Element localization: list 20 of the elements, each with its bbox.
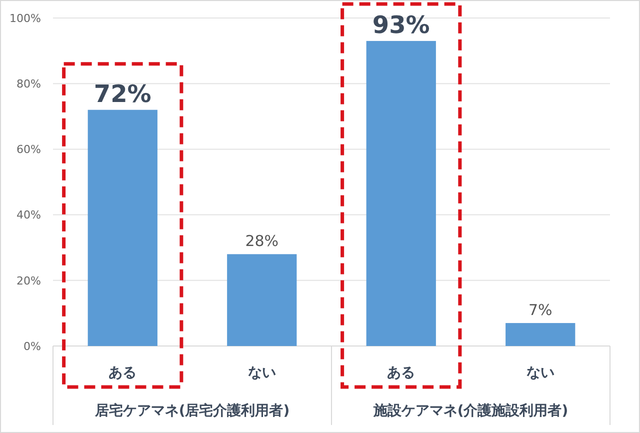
x-tick-label: ある — [387, 364, 416, 381]
text: 施設ケアマネ(介護施設利用者) — [372, 402, 568, 419]
y-tick-label: 80% — [16, 77, 41, 90]
data-label: 28% — [245, 232, 279, 250]
data-label: 72% — [94, 80, 152, 108]
bar — [88, 110, 158, 346]
x-tick-label: ない — [248, 364, 276, 381]
data-label: 93% — [372, 10, 430, 39]
x-tick-label: ある — [108, 364, 137, 381]
y-tick-label: 60% — [16, 143, 41, 156]
bar — [506, 323, 576, 346]
bar — [366, 40, 436, 346]
text: 居宅ケアマネ(居宅介護利用者) — [94, 402, 290, 419]
y-tick-label: 40% — [16, 208, 41, 222]
x-tick-label: ない — [526, 364, 554, 381]
y-tick-label: 100% — [10, 12, 41, 25]
bar — [227, 254, 297, 346]
y-tick-label: 20% — [16, 274, 41, 288]
data-label: 7% — [528, 301, 552, 320]
y-tick-label: 0% — [24, 340, 41, 353]
